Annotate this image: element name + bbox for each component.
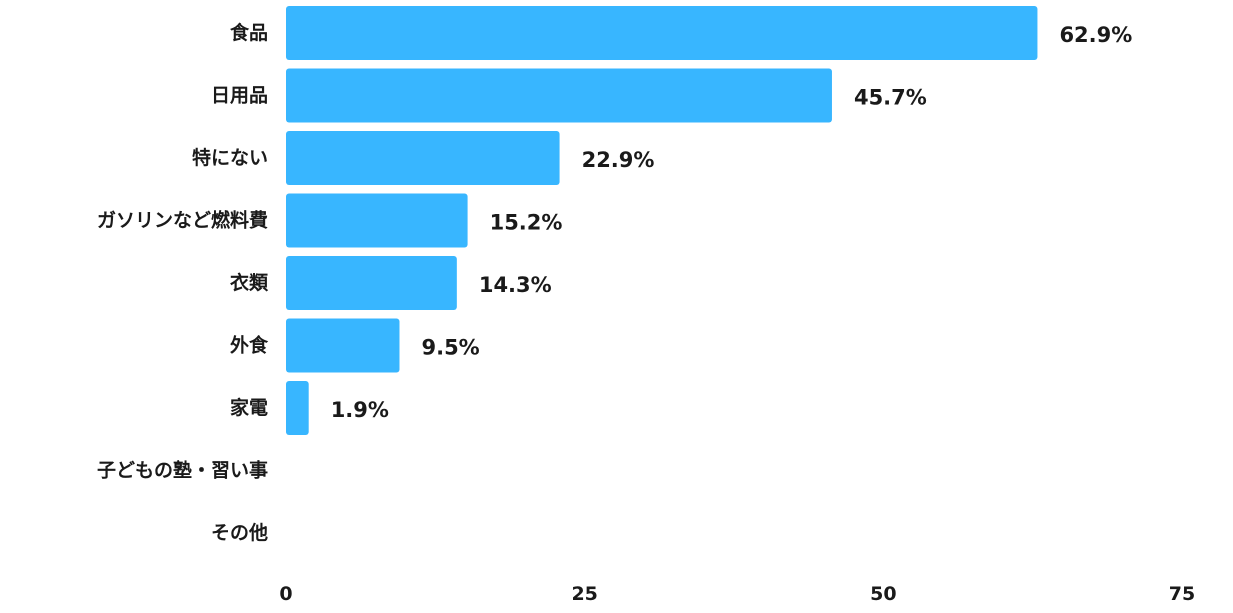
bar xyxy=(286,68,832,123)
value-label: 62.9% xyxy=(1059,23,1132,47)
x-axis-tick-labels: 0 25 50 75 xyxy=(279,583,1195,605)
bar xyxy=(286,193,468,248)
category-label: ガソリンなど燃料費 xyxy=(97,209,268,232)
bar xyxy=(286,318,400,373)
value-labels: 62.9% 45.7% 22.9% 15.2% 14.3% 9.5% 1.9% xyxy=(331,23,1133,422)
category-label: 日用品 xyxy=(211,85,268,107)
category-label: 外食 xyxy=(230,334,269,357)
bars xyxy=(286,6,1038,435)
value-label: 9.5% xyxy=(421,336,479,360)
value-label: 15.2% xyxy=(490,211,563,235)
x-tick-label: 25 xyxy=(571,583,597,605)
x-tick-label: 75 xyxy=(1169,583,1195,605)
category-label: 家電 xyxy=(230,396,268,419)
x-tick-label: 0 xyxy=(279,583,292,605)
category-label: その他 xyxy=(211,521,268,544)
x-tick-label: 50 xyxy=(870,583,896,605)
value-label: 1.9% xyxy=(331,398,389,422)
value-label: 22.9% xyxy=(582,148,655,172)
bar xyxy=(286,256,457,310)
value-label: 14.3% xyxy=(479,273,552,297)
category-label: 特にない xyxy=(192,147,268,169)
category-label: 子どもの塾・習い事 xyxy=(97,459,268,482)
category-label: 衣類 xyxy=(230,271,269,294)
bar xyxy=(286,381,309,435)
bar xyxy=(286,6,1038,60)
category-label: 食品 xyxy=(230,21,268,44)
value-label: 45.7% xyxy=(854,86,927,110)
bar xyxy=(286,131,560,185)
